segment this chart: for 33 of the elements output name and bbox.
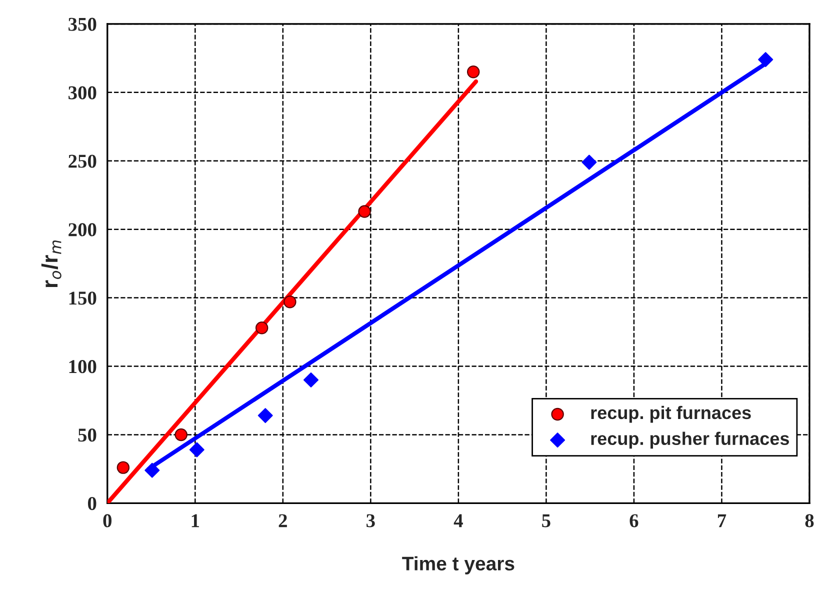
point [466,66,480,78]
point [255,322,268,334]
legend-label: recup. pusher furnaces [591,432,789,449]
y-tick-label: 0 [88,496,96,510]
y-tick-label: 200 [68,223,96,236]
y-tick-label: 100 [69,360,96,374]
y-tick-label: 300 [68,86,96,100]
point [174,428,188,442]
y-tick-label: 350 [68,18,96,31]
point [358,205,371,218]
point [189,442,204,458]
point [758,52,774,68]
y-tick-label: 150 [69,292,96,305]
x-tick-label: 2 [278,514,287,528]
x-tick-label: 4 [454,514,463,528]
x-tick-label: 3 [366,514,375,528]
x-tick-label: 6 [630,514,638,528]
point [116,461,130,474]
point [303,372,318,388]
x-tick-label: 8 [805,514,814,528]
y-axis-title: r$_{o}$/r$_{m}$ [41,240,62,288]
point [144,462,160,478]
x-tick-label: 1 [192,514,199,528]
x-tick-label: 7 [718,514,726,528]
y-tick-label: 250 [68,154,96,168]
x-tick-label: 0 [103,514,112,528]
point [284,296,296,308]
point [582,154,597,170]
x-axis-title: Time t years [402,556,514,574]
legend-label: recup. pit furnaces [591,406,751,423]
y-tick-label: 50 [78,428,96,442]
point [258,408,273,424]
x-tick-label: 5 [542,514,550,528]
